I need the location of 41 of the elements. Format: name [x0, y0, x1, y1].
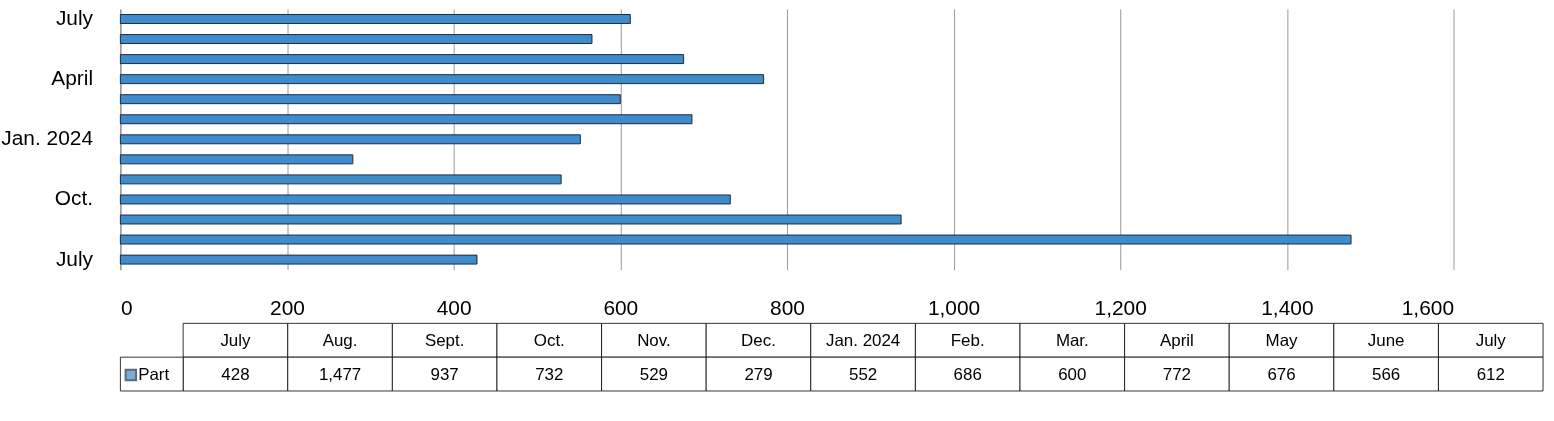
data-label: 937	[430, 365, 459, 385]
data-label: 676	[1267, 365, 1296, 385]
category-label: Aug.	[322, 331, 358, 351]
data-label: 686	[953, 365, 982, 385]
data-label: 529	[639, 365, 668, 385]
category-label: July	[1475, 331, 1507, 351]
data-label: 566	[1372, 365, 1401, 385]
x-tick-label: 200	[270, 295, 305, 319]
y-tick-label: July	[55, 246, 94, 270]
y-tick-label: Jan. 2024	[1, 126, 94, 150]
category-label: July	[220, 331, 252, 351]
data-label: 732	[535, 365, 564, 385]
x-tick-label: 0	[120, 295, 133, 319]
x-tick-label: 1,600	[1401, 295, 1455, 319]
category-label: June	[1367, 331, 1405, 351]
x-tick-label: 800	[770, 295, 805, 319]
x-tick-label: 1,200	[1094, 295, 1147, 319]
y-tick-label: Oct.	[54, 186, 94, 210]
x-tick-label: 1,400	[1261, 295, 1314, 319]
category-label: Feb.	[950, 331, 985, 351]
data-label: 1,477	[318, 365, 362, 385]
data-label: 772	[1162, 365, 1192, 385]
data-label: 612	[1476, 365, 1505, 385]
category-label: Jan. 2024	[825, 331, 901, 351]
data-label: 600	[1058, 365, 1087, 385]
data-label: 279	[744, 365, 773, 385]
category-label: May	[1265, 331, 1299, 351]
x-tick-label: 1,000	[927, 295, 981, 319]
x-tick-label: 400	[436, 295, 472, 319]
data-label: 428	[221, 365, 250, 385]
y-tick-label: April	[51, 66, 94, 90]
category-label: Mar.	[1055, 331, 1089, 351]
category-label: Nov.	[637, 331, 671, 351]
series-label: Part	[138, 365, 170, 385]
data-label: 552	[848, 365, 878, 385]
y-tick-label: July	[55, 5, 94, 29]
category-label: Oct.	[533, 331, 565, 351]
x-tick-label: 600	[603, 295, 639, 319]
category-label: Sept.	[424, 331, 465, 351]
category-label: April	[1160, 331, 1194, 351]
category-label: Dec.	[741, 331, 776, 351]
